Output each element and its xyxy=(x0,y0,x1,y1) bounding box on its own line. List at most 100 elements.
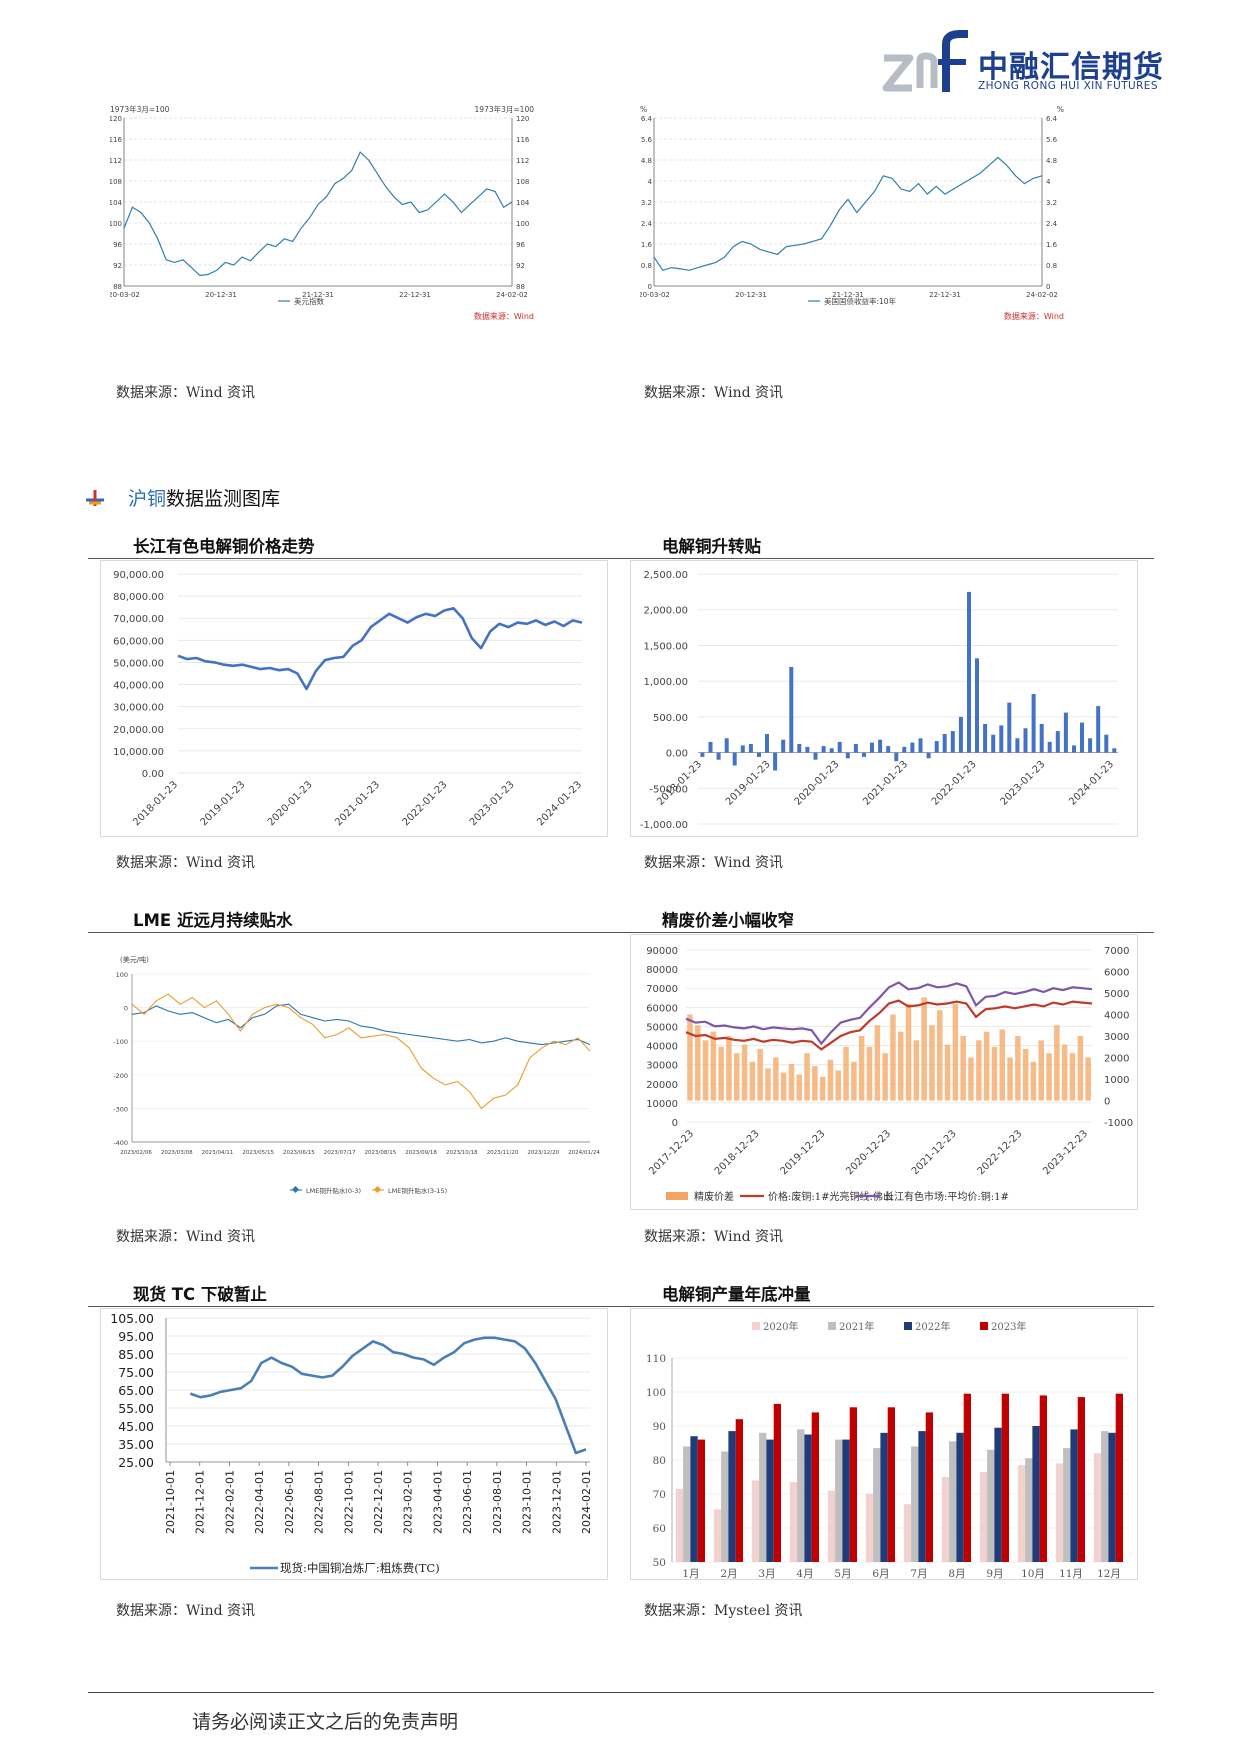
lme-spread-svg: (美元/吨) 100 0 -100 -200 -300 -400 2023/02/06 2023… xyxy=(113,955,600,1195)
x-tick-label: 2月 xyxy=(720,1568,737,1580)
x-tick-label: 2023-06-01 xyxy=(461,1470,474,1534)
output-bar xyxy=(827,1490,836,1562)
y-tick-label-right: 92 xyxy=(516,262,525,270)
output-bar xyxy=(873,1448,881,1562)
y-tick-label-right: 4 xyxy=(1046,178,1051,186)
chart-title-output: 电解铜产量年底冲量 xyxy=(662,1285,811,1304)
divider xyxy=(88,932,1154,933)
x-tick-label: 22-12-31 xyxy=(399,291,431,299)
x-tick-label: 2024-01-23 xyxy=(1067,759,1116,808)
price-series-line xyxy=(685,999,1093,1051)
scrap-spread-bar xyxy=(1022,1048,1029,1101)
source-note-inline: 数据来源：Wind xyxy=(474,311,534,321)
output-bar xyxy=(849,1407,857,1562)
y-tick-label: 2,000.00 xyxy=(643,606,688,617)
y-tick-label: 90 xyxy=(653,1421,666,1433)
scrap-spread-bar xyxy=(851,1061,857,1101)
legend-marker xyxy=(291,1185,300,1194)
lme-series-line xyxy=(131,993,591,1110)
premium-bar xyxy=(757,752,761,757)
premium-bar xyxy=(942,734,947,753)
y-tick-label-left: 90000 xyxy=(646,946,678,957)
x-tick-label: 2023-04-01 xyxy=(431,1470,444,1534)
premium-bar xyxy=(1031,694,1036,753)
scrap-spread-bar xyxy=(944,1044,951,1101)
scrap-spread-bar xyxy=(905,1003,912,1101)
y-tick-label-right: 2000 xyxy=(1104,1054,1129,1065)
y-tick-label: 55.00 xyxy=(118,1401,154,1416)
x-tick-label: 24-02-02 xyxy=(1026,291,1058,299)
y-tick-label-left: 92 xyxy=(113,262,122,270)
x-tick-label: 2022-01-23 xyxy=(401,779,450,828)
legend-label: 2022年 xyxy=(915,1320,950,1333)
output-bar xyxy=(880,1432,888,1562)
premium-bar xyxy=(1104,734,1109,753)
x-tick-label: 2022-08-01 xyxy=(313,1470,326,1534)
x-tick-label: 21-12-31 xyxy=(302,291,334,299)
premium-bar xyxy=(878,739,883,753)
y-tick-label-right: 3.2 xyxy=(1046,199,1057,207)
tc-chart: 105.00 95.00 85.00 75.00 65.00 55.00 45.00 35.0… xyxy=(100,1308,608,1580)
logo-chinese-name: 中融汇信期货 xyxy=(978,50,1164,85)
premium-bar xyxy=(870,742,874,753)
scrap-spread-bar xyxy=(765,1068,771,1101)
scrap-spread-bar xyxy=(1085,1057,1091,1101)
scrap-spread-bar xyxy=(812,1066,818,1101)
x-tick-label: 2019-01-23 xyxy=(199,779,248,828)
scrap-spread-bar xyxy=(991,1046,998,1101)
x-tick-label: 2023-01-23 xyxy=(999,759,1048,808)
logo-english-name: ZHONG RONG HUI XIN FUTURES xyxy=(978,80,1158,92)
y-tick-label: 50 xyxy=(653,1557,666,1569)
y-tick-label-right: 5.6 xyxy=(1046,136,1058,144)
y-axis-unit-right: 1973年3月=100 xyxy=(475,104,535,114)
x-tick-label: 20-12-31 xyxy=(205,291,237,299)
premium-bar xyxy=(781,739,786,753)
premium-bar xyxy=(1023,728,1028,753)
y-tick-label: 20,000.00 xyxy=(113,725,164,736)
y-tick-label: 0.00 xyxy=(666,749,688,760)
x-tick-label: 24-02-02 xyxy=(496,291,528,299)
chart-title-premium: 电解铜升转贴 xyxy=(662,537,761,556)
output-bar xyxy=(963,1393,971,1562)
x-tick-label: 2023/05/15 xyxy=(242,1150,274,1156)
x-tick-label: 2018-12-23 xyxy=(713,1128,762,1177)
legend-swatch xyxy=(666,1192,688,1200)
y-tick-label-right: 104 xyxy=(516,199,530,207)
y-tick-label-right: 6000 xyxy=(1104,968,1129,979)
y-tick-label-right: 2.4 xyxy=(1046,220,1058,228)
y-tick-label-right: 4000 xyxy=(1104,1011,1129,1022)
y-tick-label: 75.00 xyxy=(118,1365,154,1380)
divider xyxy=(88,1306,1154,1307)
output-bar xyxy=(1093,1453,1102,1562)
x-tick-label: 2020-01-23 xyxy=(793,759,842,808)
output-bar xyxy=(842,1439,850,1562)
x-tick-label: 12月 xyxy=(1097,1568,1121,1580)
scrap-spread-bar xyxy=(1046,1053,1052,1101)
output-bar xyxy=(1115,1393,1123,1562)
x-tick-label: 2023-08-01 xyxy=(491,1470,504,1534)
scrap-spread-bar xyxy=(827,1059,834,1101)
premium-bar xyxy=(829,748,834,753)
scrap-spread-bar xyxy=(1007,1057,1013,1101)
y-tick-label: 100 xyxy=(646,1387,666,1399)
x-tick-label: 2022-06-01 xyxy=(283,1470,296,1534)
scrap-spread-chart: 90000 80000 70000 60000 50000 40000 30000 20000… xyxy=(630,934,1138,1210)
chart-frame xyxy=(630,1308,1138,1580)
premium-chart: 2,500.00 2,000.00 1,500.00 1,000.00 500.00 0.… xyxy=(630,560,1138,837)
scrap-spread-bar xyxy=(874,1025,881,1101)
x-tick-label: 5月 xyxy=(834,1568,851,1580)
scrap-spread-bar xyxy=(1077,1036,1084,1101)
y-tick-label-right: 88 xyxy=(516,283,525,291)
y-tick-label-left: 2.4 xyxy=(641,220,653,228)
premium-bar xyxy=(975,658,979,753)
y-tick-label: 80 xyxy=(653,1455,666,1467)
y-tick-label-left: 96 xyxy=(113,241,122,249)
premium-bar xyxy=(1055,731,1060,753)
y-tick-label-left: 40000 xyxy=(646,1042,678,1053)
output-bar xyxy=(1070,1429,1078,1562)
y-axis-unit-left: 1973年3月=100 xyxy=(110,104,170,114)
legend-label: LME铜升贴水(0-3) xyxy=(306,1186,361,1195)
x-tick-label: 2024/01/24 xyxy=(568,1150,600,1156)
section-heading: 沪铜数据监测图库 xyxy=(84,480,484,510)
y-tick-label: 95.00 xyxy=(118,1329,154,1344)
